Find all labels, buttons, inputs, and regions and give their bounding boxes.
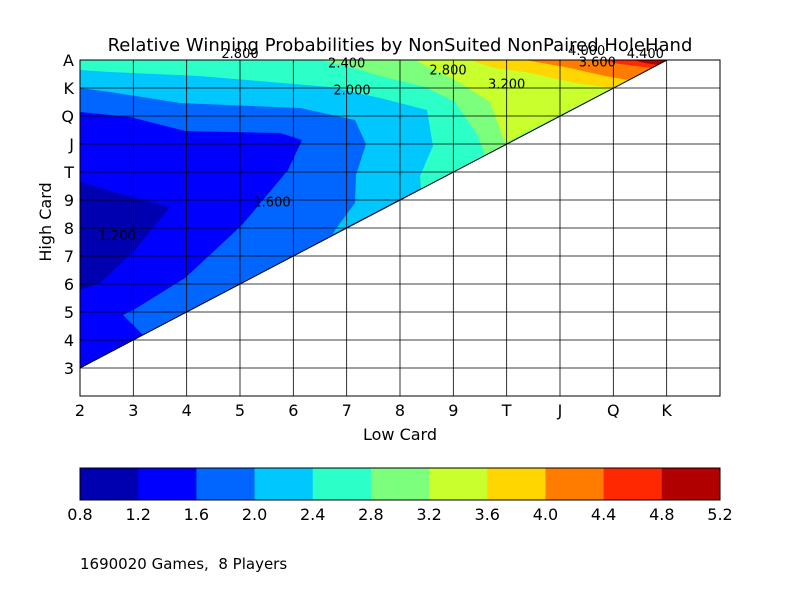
colorbar-swatch [312,468,372,500]
colorbar-swatch [603,468,663,500]
x-tick-label: 5 [235,401,245,420]
x-tick-label: 9 [448,401,458,420]
y-tick-label: Q [61,107,74,126]
colorbar-swatch [545,468,605,500]
colorbar-swatch [661,468,721,500]
y-tick-label: 8 [64,219,74,238]
x-axis-label: Low Card [363,425,437,444]
contour-bands [80,60,668,369]
contour-label: 2.800 [429,64,466,79]
colorbar-swatch [370,468,430,500]
colorbar-swatch [429,468,488,500]
y-tick-label: 9 [64,191,74,210]
x-tick-label: 6 [288,401,298,420]
x-tick-label: K [661,401,672,420]
colorbar-frame [79,467,721,501]
x-tick-label: 7 [342,401,352,420]
contour-label: 1.600 [253,195,290,210]
colorbar-tick-label: 4.8 [649,505,674,524]
x-tick-label: J [557,401,563,420]
x-tick-label: 2 [75,401,85,420]
colorbar-swatch [254,468,314,500]
contour-label: 4.400 [627,47,664,62]
chart-title: Relative Winning Probabilities by NonSui… [107,35,693,56]
y-tick-label: 7 [64,247,74,266]
contour-label: 2.000 [333,83,370,98]
y-tick-label: 3 [64,359,74,378]
colorbar-tick-label: 2.8 [358,505,383,524]
colorbar-tick-label: 5.2 [707,505,732,524]
y-tick-label: A [63,51,74,70]
contour-label: 2.800 [221,47,258,62]
x-tick-label: 8 [395,401,405,420]
colorbar-tick-label: 1.2 [125,505,150,524]
contour-band-1 [80,182,170,290]
y-tick-label: 5 [64,303,74,322]
plot-frame [79,59,721,397]
colorbar-tick-label: 2.0 [242,505,267,524]
x-tick-label: Q [607,401,620,420]
colorbar-tick-label: 1.6 [184,505,209,524]
grid-lines [80,60,720,396]
colorbar-swatch [196,468,256,500]
x-tick-label: 4 [182,401,192,420]
contour-labels: 1.200 1.600 2.000 2.400 2.800 2.800 3.200 3.600… [99,44,664,244]
colorbar: 0.8 1.2 1.6 2.0 2.4 2.8 3.2 3.6 4.0 4.4 4.8 5.2 [67,467,733,524]
diagonal-boundary [80,60,668,369]
colorbar-tick-label: 4.4 [591,505,616,524]
contour-label: 1.200 [99,229,136,244]
contour-label: 4.000 [568,44,605,59]
footnote: 1690020 Games, 8 Players [80,555,288,573]
y-tick-label: J [68,135,74,154]
contour-label: 3.600 [579,55,616,70]
colorbar-swatch [138,468,197,500]
y-axis-label: High Card [36,182,55,261]
colorbar-tick-label: 4.0 [533,505,558,524]
colorbar-tick-label: 2.4 [300,505,325,524]
contour-label: 2.400 [328,57,365,72]
colorbar-tick-label: 0.8 [67,505,92,524]
colorbar-swatch [80,468,139,500]
colorbar-tick-label: 3.2 [416,505,441,524]
colorbar-swatch [487,468,546,500]
x-tick-label: T [501,401,512,420]
x-tick-label: 3 [128,401,138,420]
y-tick-label: 4 [64,331,74,350]
y-tick-label: T [63,163,74,182]
contour-label: 3.200 [488,78,525,93]
y-tick-label: 6 [64,275,74,294]
contour-band-10 [633,60,667,65]
y-tick-label: K [64,79,75,98]
colorbar-tick-label: 3.6 [475,505,500,524]
